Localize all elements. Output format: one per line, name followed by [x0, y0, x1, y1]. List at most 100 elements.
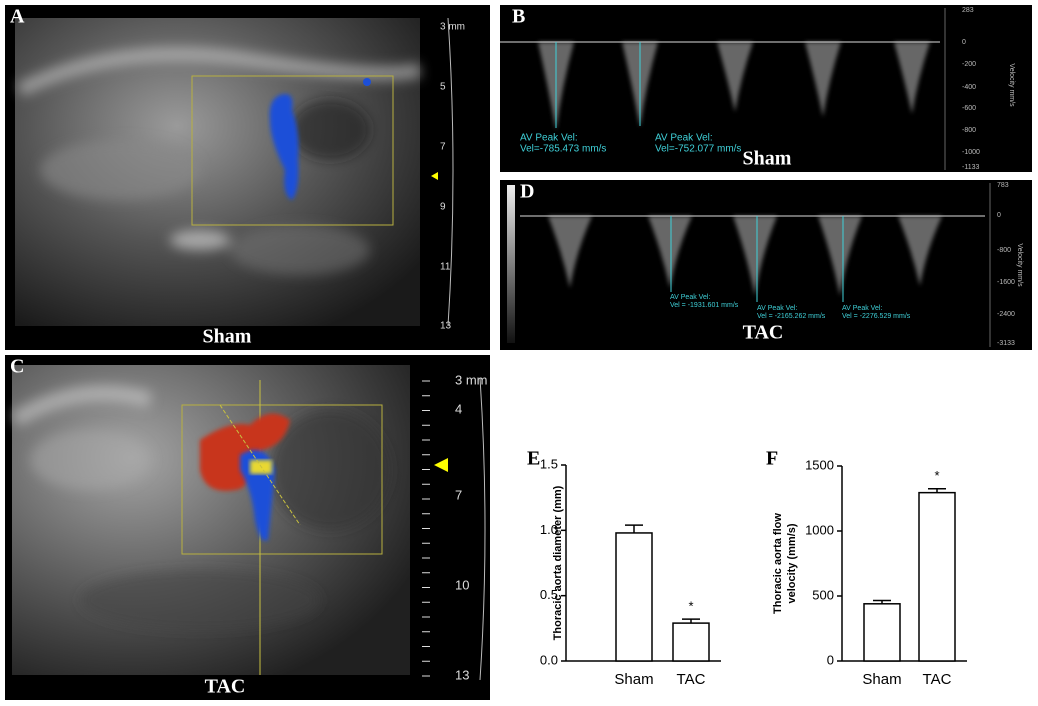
velocity-tick-label: -3133 [997, 340, 1015, 347]
angle-line [219, 404, 301, 526]
measurement-title: AV Peak Vel: [842, 305, 882, 312]
depth-label: 7 [440, 142, 446, 153]
waveform-envelope [648, 216, 692, 288]
panel-label: F [766, 448, 778, 470]
velocity-tick-label: -400 [962, 84, 976, 91]
significance-mark: * [688, 599, 693, 614]
velocity-tick-label: -600 [962, 105, 976, 112]
flow-blob [363, 78, 371, 86]
waveform-envelope [805, 42, 841, 117]
panel-label: A [10, 6, 25, 28]
panel-caption: Sham [743, 148, 792, 170]
panel-label: B [512, 6, 525, 28]
panel-label: D [520, 181, 534, 203]
measurement-value: Vel = -1931.601 mm/s [670, 302, 739, 309]
bar [918, 491, 956, 662]
depth-label: 10 [455, 577, 469, 592]
measurement-value: Vel=-785.473 mm/s [520, 144, 606, 155]
depth-bar [479, 377, 486, 681]
axis-title: Velocity mm/s [1016, 243, 1023, 287]
panel-label: C [10, 356, 24, 378]
depth-label: 13 [455, 667, 469, 682]
depth-label: 9 [440, 202, 446, 213]
waveform-envelope [717, 42, 753, 112]
velocity-tick-label: -1000 [962, 149, 980, 156]
panel-background [500, 5, 1032, 172]
error-bar [873, 599, 891, 604]
waveform-envelope [894, 42, 930, 114]
measurement-value: Vel=-752.077 mm/s [655, 144, 741, 155]
depth-label: 11 [440, 262, 451, 273]
velocity-tick-label: 0 [997, 212, 1001, 219]
panel-caption: TAC [743, 322, 784, 344]
measurement-title: AV Peak Vel: [655, 133, 713, 144]
measurement-title: AV Peak Vel: [757, 305, 797, 312]
depth-label: 3 mm [440, 22, 465, 33]
depth-label: 7 [455, 487, 462, 502]
flow-blob [269, 94, 299, 200]
y-tick-label: 1.0 [540, 522, 558, 537]
axis-title: Velocity mm/s [1008, 63, 1015, 107]
panel-b: Velocity mm/s B Sham [500, 5, 1032, 172]
velocity-tick-label: 783 [997, 182, 1009, 189]
tissue-texture [16, 47, 422, 275]
focus-marker [434, 458, 448, 472]
velocity-tick-label: -1133 [962, 164, 979, 171]
gray-scale-bar [507, 185, 515, 343]
error-bar [682, 618, 700, 624]
x-tick-label: Sham [862, 671, 901, 688]
waveform-envelope [898, 216, 942, 286]
depth-bar [447, 17, 454, 327]
x-tick-label: TAC [677, 671, 706, 688]
waveform-envelope [548, 216, 592, 288]
measurement-value: Vel = -2165.262 mm/s [757, 313, 826, 320]
panel-background [500, 180, 1032, 350]
y-tick-label: 1500 [805, 457, 834, 472]
y-tick-label: 500 [812, 587, 834, 602]
bar [672, 622, 710, 662]
y-axis-title: Thoracic aorta diameter (mm) [552, 485, 564, 640]
velocity-tick-label: -200 [962, 61, 976, 68]
color-box [181, 404, 383, 555]
panel-caption: Sham [203, 326, 252, 348]
x-tick-label: Sham [614, 671, 653, 688]
focus-marker [431, 172, 438, 180]
error-bar [928, 488, 946, 493]
velocity-tick-label: 0 [962, 39, 966, 46]
depth-label: 5 [440, 82, 446, 93]
y-tick-label: 0.0 [540, 652, 558, 667]
x-tick-label: TAC [923, 671, 952, 688]
panel-label: E [527, 448, 540, 470]
measurement-title: AV Peak Vel: [520, 133, 578, 144]
bar [863, 603, 901, 662]
velocity-tick-label: 283 [962, 7, 974, 14]
panel-caption: TAC [205, 676, 246, 698]
measurement-value: Vel = -2276.529 mm/s [842, 313, 911, 320]
panel-a: A Sham [5, 5, 490, 350]
significance-mark: * [934, 468, 939, 483]
y-tick-label: 1000 [805, 522, 834, 537]
error-bar [625, 524, 643, 533]
measurement-title: AV Peak Vel: [670, 294, 710, 301]
y-tick-label: 1.5 [540, 456, 558, 471]
panel-d: Velocity mm/s D TAC [500, 180, 1032, 350]
velocity-tick-label: -2400 [997, 311, 1015, 318]
velocity-tick-label: -800 [962, 127, 976, 134]
waveform-envelope [733, 216, 777, 296]
flow-blob [200, 413, 290, 491]
y-tick-label: 0 [827, 652, 834, 667]
depth-label: 3 mm [455, 372, 488, 387]
velocity-tick-label: -800 [997, 247, 1011, 254]
depth-label: 13 [440, 321, 452, 332]
color-box [191, 75, 394, 226]
bar [615, 532, 653, 662]
waveform-envelope [818, 216, 862, 296]
panel-c: C TAC [5, 355, 490, 700]
y-tick-label: 0.5 [540, 587, 558, 602]
depth-label: 4 [455, 401, 462, 416]
y-axis-title: velocity (mm/s) [786, 523, 798, 603]
velocity-tick-label: -1600 [997, 279, 1015, 286]
doppler-waveform [548, 216, 942, 296]
y-axis-title: Thoracic aorta flow [772, 513, 784, 614]
